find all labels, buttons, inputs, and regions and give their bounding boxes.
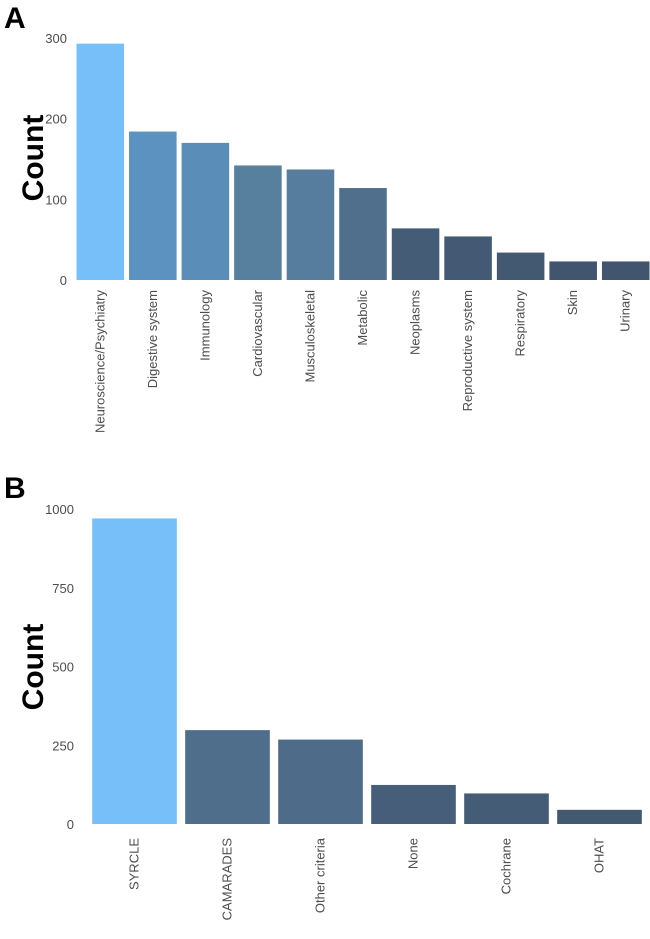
panel-a-bar	[496, 252, 545, 280]
panel-b-bar	[371, 784, 456, 824]
panel-b-y-axis-title: Count	[17, 624, 50, 711]
panel-a-category-label: Metabolic	[355, 290, 370, 346]
panel-a-bar	[339, 188, 387, 280]
panel-b-category-label: CAMARADES	[220, 838, 235, 921]
panel-a-category-label: Digestive system	[145, 290, 160, 388]
panel-b-category-label: OHAT	[592, 838, 607, 873]
panel-a-category-label: Neoplasms	[408, 290, 423, 356]
panel-b-category-label: SYRCLE	[127, 838, 142, 890]
panel-a-y-tick-label: 100	[45, 192, 67, 207]
panel-a-category-label: Musculoskeletal	[302, 290, 317, 383]
panel-a-bar	[601, 261, 650, 280]
panel-a-label: A	[4, 2, 26, 35]
panel-b-y-tick-label: 250	[52, 738, 74, 753]
panel-b-category-label: Cochrane	[499, 838, 514, 894]
panel-b-label: B	[4, 472, 26, 505]
panel-a-bar	[76, 43, 125, 280]
panel-a-bars	[76, 43, 650, 280]
panel-a-bar	[286, 169, 335, 280]
panel-a-category-label: Cardiovascular	[250, 289, 265, 376]
panel-a-category-label: Skin	[565, 290, 580, 315]
panel-a-category-label: Urinary	[618, 290, 633, 332]
panel-b-bar	[185, 730, 270, 824]
panel-a-category-label: Immunology	[197, 290, 212, 361]
panel-a-y-tick-label: 200	[45, 112, 67, 127]
panel-b-bar	[464, 793, 549, 824]
panel-a-category-labels: Neuroscience/Psychiatry Digestive system I…	[92, 289, 632, 433]
panel-a-y-tick-label: 300	[45, 31, 67, 46]
panel-a-category-label: Neuroscience/Psychiatry	[92, 290, 107, 434]
panel-b-bar	[557, 809, 642, 824]
panel-b-category-label: None	[406, 838, 421, 869]
panel-b-category-label: Other criteria	[313, 837, 328, 913]
panel-a-bar	[129, 131, 177, 280]
panel-b-bars	[92, 518, 642, 824]
panel-a-bar	[234, 165, 282, 280]
panel-a-y-axis-title: Count	[17, 115, 50, 202]
panel-a-bar	[181, 142, 230, 280]
panel-a-y-tick-label: 0	[60, 273, 67, 288]
panel-a-category-label: Reproductive system	[460, 290, 475, 411]
panel-a-category-label: Respiratory	[513, 290, 528, 357]
panel-b-category-labels: SYRCLE CAMARADES Other criteria None Cochran…	[127, 837, 607, 920]
panel-b-y-tick-label: 750	[52, 581, 74, 596]
panel-a-bar	[549, 261, 597, 280]
panel-a-bar	[391, 228, 440, 280]
panel-b: B Count 0 250 500 750 1000 SYRCLE CAMARADES Ot…	[4, 472, 642, 920]
panel-a-y-ticks: 0 100 200 300	[45, 31, 67, 288]
panel-b-y-tick-label: 1000	[45, 502, 74, 517]
panel-b-bar	[278, 739, 363, 824]
panel-a: A Count 0 100 200 300 Neuroscience/Psychiat…	[4, 2, 650, 433]
panel-b-y-tick-label: 0	[67, 817, 74, 832]
panel-b-y-ticks: 0 250 500 750 1000	[45, 502, 74, 832]
panel-a-bar	[444, 236, 492, 280]
panel-b-bar	[92, 518, 177, 824]
panel-b-y-tick-label: 500	[52, 660, 74, 675]
